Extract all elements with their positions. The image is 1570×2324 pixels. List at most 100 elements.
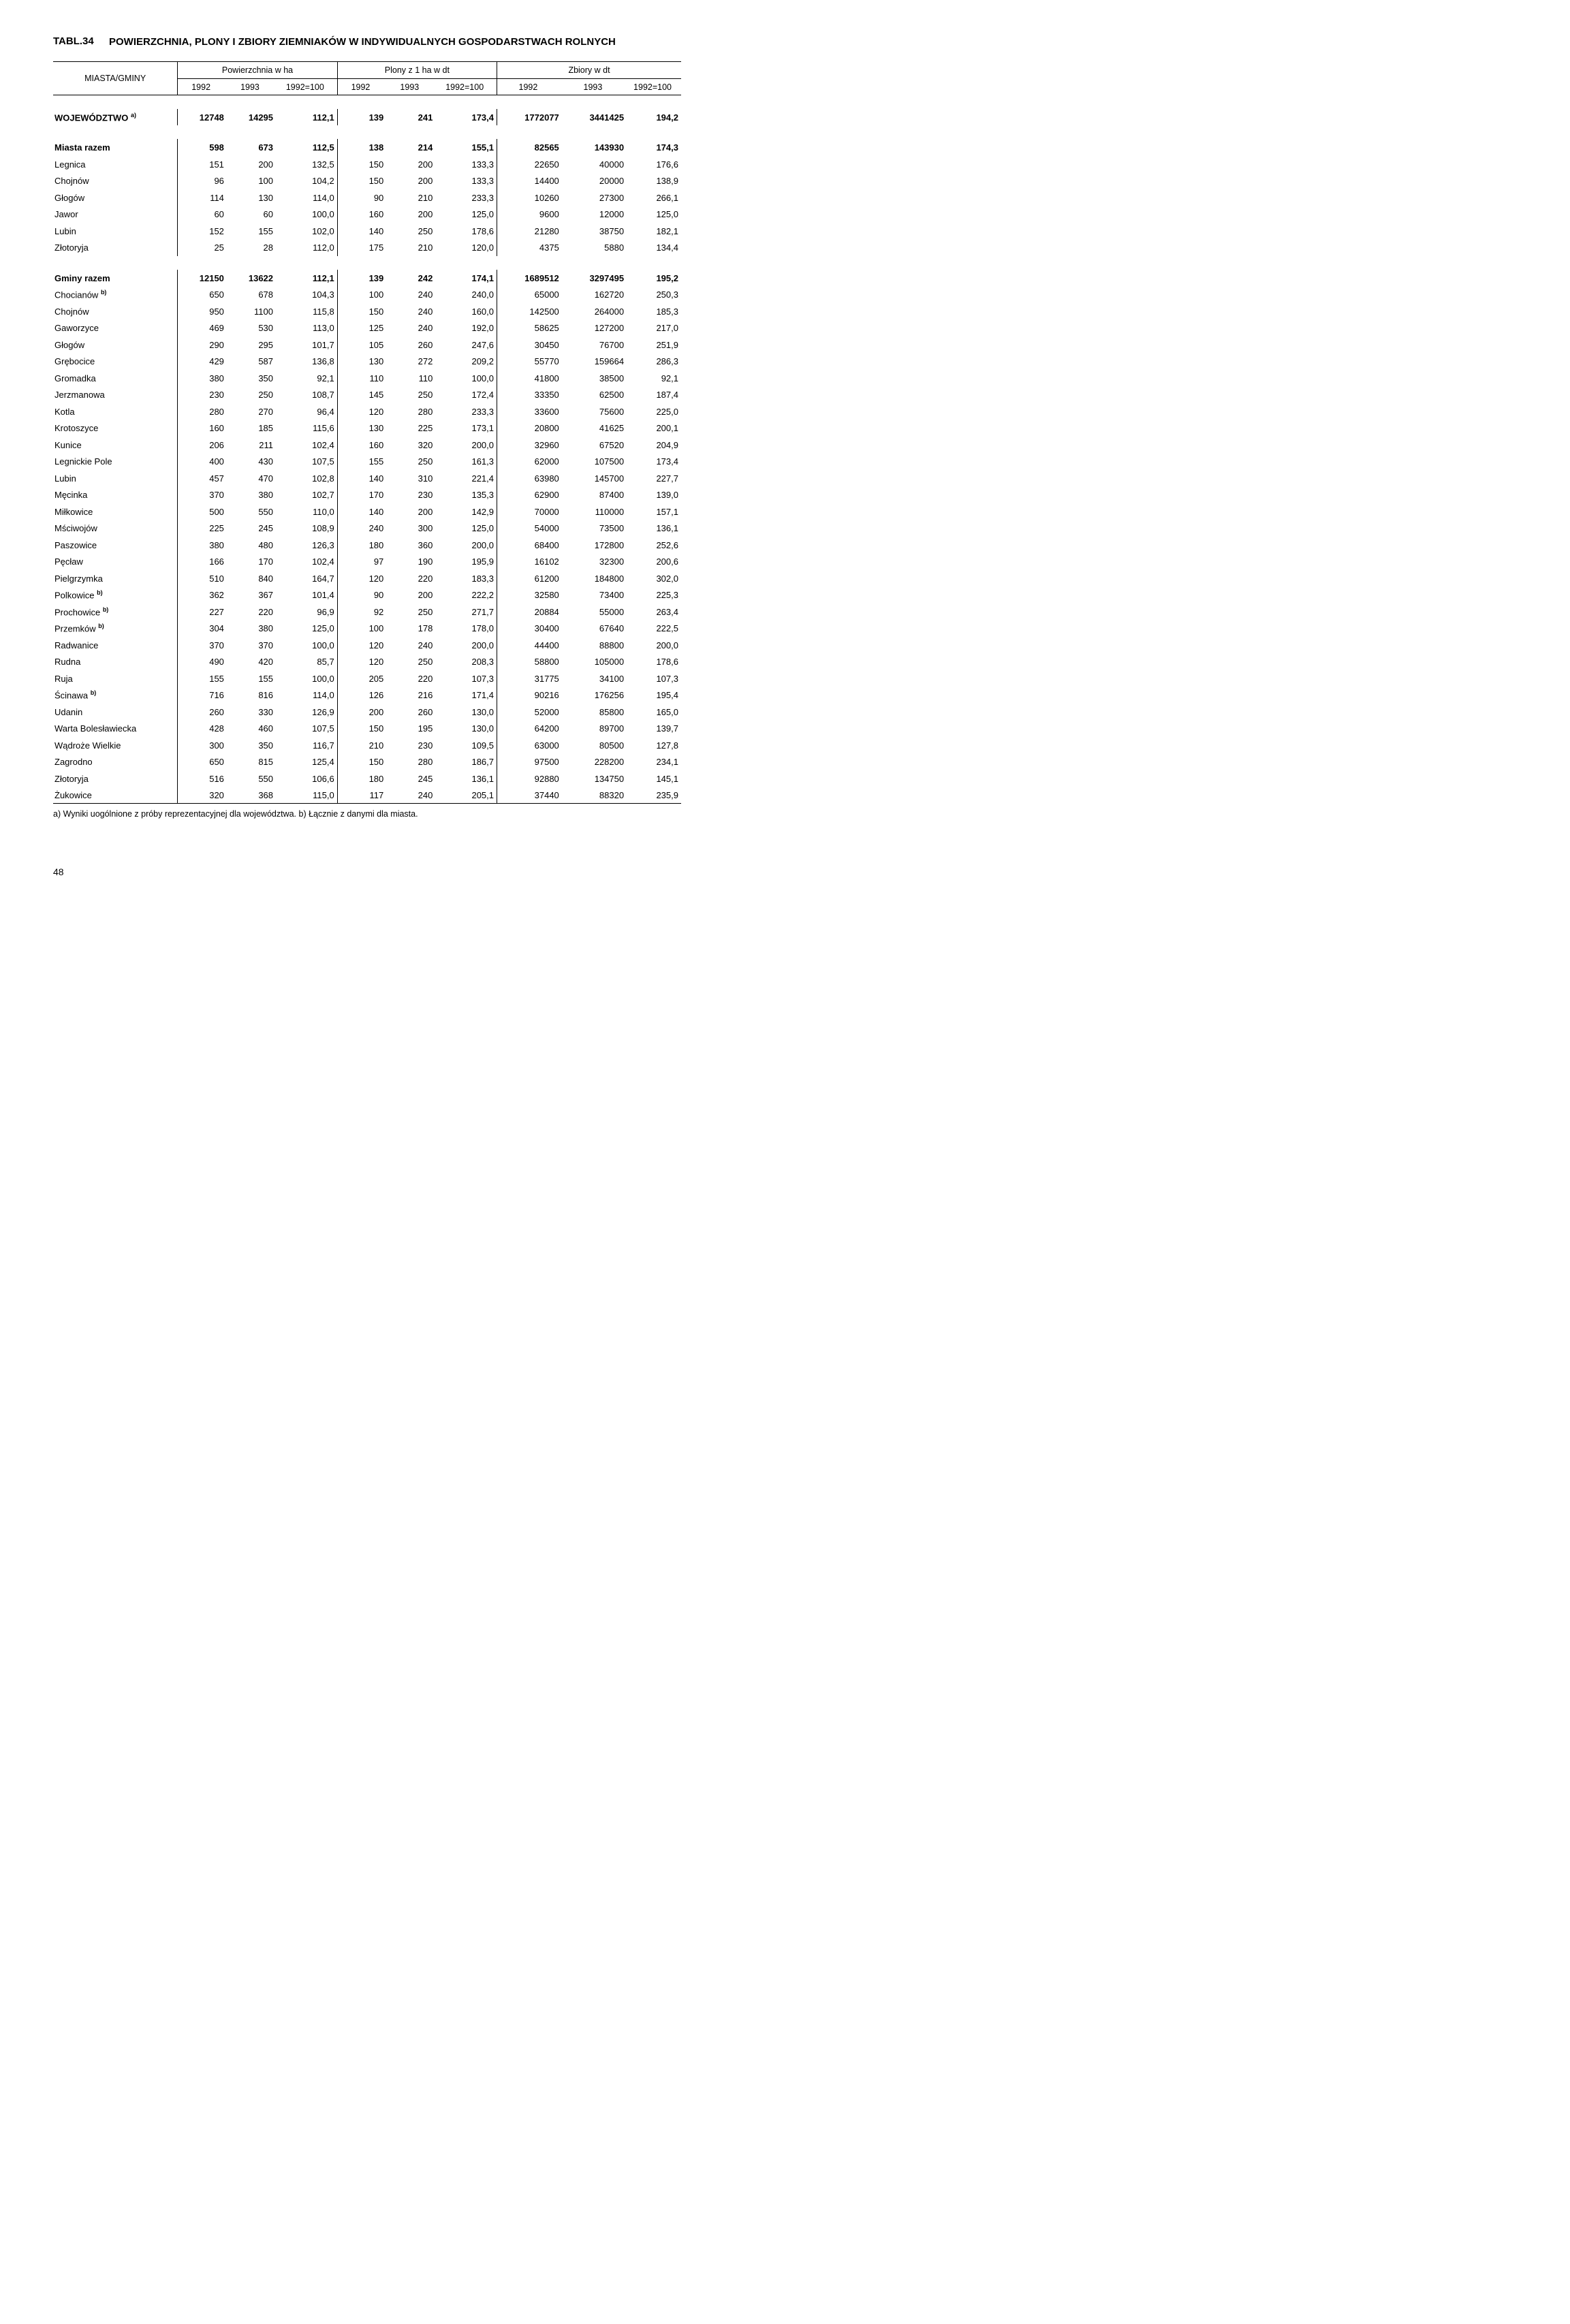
cell-value: 200,1 bbox=[627, 420, 681, 437]
cell-value: 96 bbox=[178, 172, 227, 189]
cell-value: 125,0 bbox=[435, 206, 497, 223]
cell-value: 290 bbox=[178, 336, 227, 354]
cell-value: 73400 bbox=[562, 586, 627, 603]
row-label: Kotla bbox=[53, 403, 178, 420]
cell-value: 38750 bbox=[562, 223, 627, 240]
row-label: Udanin bbox=[53, 704, 178, 721]
cell-value: 37440 bbox=[497, 787, 562, 804]
cell-value: 380 bbox=[227, 486, 276, 503]
table-row: Paszowice380480126,3180360200,0684001728… bbox=[53, 537, 681, 554]
cell-value: 380 bbox=[178, 370, 227, 387]
cell-value: 550 bbox=[227, 770, 276, 787]
row-label: Gminy razem bbox=[53, 270, 178, 287]
cell-value: 195,9 bbox=[435, 553, 497, 570]
cell-value: 136,1 bbox=[627, 520, 681, 537]
cell-value: 157,1 bbox=[627, 503, 681, 520]
cell-value: 110 bbox=[337, 370, 386, 387]
cell-value: 950 bbox=[178, 303, 227, 320]
cell-value: 125 bbox=[337, 319, 386, 336]
cell-value: 230 bbox=[386, 486, 435, 503]
cell-value: 250 bbox=[386, 603, 435, 621]
cell-value: 178,6 bbox=[627, 653, 681, 670]
cell-value: 175 bbox=[337, 239, 386, 256]
cell-value: 222,5 bbox=[627, 620, 681, 637]
row-label: Miłkowice bbox=[53, 503, 178, 520]
cell-value: 160 bbox=[337, 206, 386, 223]
cell-value: 164,7 bbox=[276, 570, 337, 587]
cell-value: 112,1 bbox=[276, 270, 337, 287]
row-label: Pęcław bbox=[53, 553, 178, 570]
cell-value: 4375 bbox=[497, 239, 562, 256]
cell-value: 160 bbox=[178, 420, 227, 437]
cell-value: 162720 bbox=[562, 286, 627, 303]
cell-value: 85,7 bbox=[276, 653, 337, 670]
cell-value: 516 bbox=[178, 770, 227, 787]
cell-value: 136,1 bbox=[435, 770, 497, 787]
table-row: Żukowice320368115,0117240205,13744088320… bbox=[53, 787, 681, 804]
cell-value: 41800 bbox=[497, 370, 562, 387]
cell-value: 200,0 bbox=[435, 637, 497, 654]
cell-value: 370 bbox=[178, 486, 227, 503]
cell-value: 174,1 bbox=[435, 270, 497, 287]
cell-value: 100 bbox=[337, 620, 386, 637]
col-header-group: Plony z 1 ha w dt bbox=[337, 62, 497, 79]
cell-value: 172,4 bbox=[435, 386, 497, 403]
cell-value: 469 bbox=[178, 319, 227, 336]
cell-value: 235,9 bbox=[627, 787, 681, 804]
cell-value: 214 bbox=[386, 139, 435, 156]
row-label: Warta Bolesławiecka bbox=[53, 720, 178, 737]
cell-value: 12150 bbox=[178, 270, 227, 287]
cell-value: 200 bbox=[386, 156, 435, 173]
cell-value: 240 bbox=[386, 637, 435, 654]
cell-value: 113,0 bbox=[276, 319, 337, 336]
cell-value: 200,6 bbox=[627, 553, 681, 570]
cell-value: 227,7 bbox=[627, 470, 681, 487]
table-row: Lubin152155102,0140250178,62128038750182… bbox=[53, 223, 681, 240]
cell-value: 60 bbox=[178, 206, 227, 223]
table-row: Prochowice b)22722096,992250271,72088455… bbox=[53, 603, 681, 621]
table-row: Miasta razem598673112,5138214155,1825651… bbox=[53, 139, 681, 156]
cell-value: 155 bbox=[227, 670, 276, 687]
col-header-year: 1993 bbox=[227, 78, 276, 95]
cell-value: 27300 bbox=[562, 189, 627, 206]
cell-value: 166 bbox=[178, 553, 227, 570]
cell-value: 92880 bbox=[497, 770, 562, 787]
table-row: Ścinawa b)716816114,0126216171,490216176… bbox=[53, 687, 681, 704]
cell-value: 240 bbox=[337, 520, 386, 537]
cell-value: 20800 bbox=[497, 420, 562, 437]
cell-value: 67520 bbox=[562, 437, 627, 454]
cell-value: 40000 bbox=[562, 156, 627, 173]
cell-value: 110 bbox=[386, 370, 435, 387]
row-label: Wądroże Wielkie bbox=[53, 737, 178, 754]
cell-value: 187,4 bbox=[627, 386, 681, 403]
cell-value: 171,4 bbox=[435, 687, 497, 704]
cell-value: 58800 bbox=[497, 653, 562, 670]
cell-value: 58625 bbox=[497, 319, 562, 336]
cell-value: 205,1 bbox=[435, 787, 497, 804]
table-title: POWIERZCHNIA, PLONY I ZBIORY ZIEMNIAKÓW … bbox=[109, 35, 616, 49]
cell-value: 220 bbox=[386, 670, 435, 687]
cell-value: 21280 bbox=[497, 223, 562, 240]
cell-value: 88800 bbox=[562, 637, 627, 654]
cell-value: 120 bbox=[337, 653, 386, 670]
table-row: Lubin457470102,8140310221,46398014570022… bbox=[53, 470, 681, 487]
cell-value: 28 bbox=[227, 239, 276, 256]
cell-value: 1100 bbox=[227, 303, 276, 320]
row-label: Mściwojów bbox=[53, 520, 178, 537]
cell-value: 38500 bbox=[562, 370, 627, 387]
cell-value: 90 bbox=[337, 189, 386, 206]
cell-value: 173,1 bbox=[435, 420, 497, 437]
row-label: Ruja bbox=[53, 670, 178, 687]
cell-value: 368 bbox=[227, 787, 276, 804]
cell-value: 41625 bbox=[562, 420, 627, 437]
col-header-year: 1992 bbox=[497, 78, 562, 95]
cell-value: 183,3 bbox=[435, 570, 497, 587]
row-label: Jawor bbox=[53, 206, 178, 223]
cell-value: 225 bbox=[178, 520, 227, 537]
cell-value: 200 bbox=[386, 172, 435, 189]
cell-value: 150 bbox=[337, 156, 386, 173]
table-row: Kunice206211102,4160320200,0329606752020… bbox=[53, 437, 681, 454]
table-row: Warta Bolesławiecka428460107,5150195130,… bbox=[53, 720, 681, 737]
cell-value: 32300 bbox=[562, 553, 627, 570]
cell-value: 3441425 bbox=[562, 109, 627, 126]
